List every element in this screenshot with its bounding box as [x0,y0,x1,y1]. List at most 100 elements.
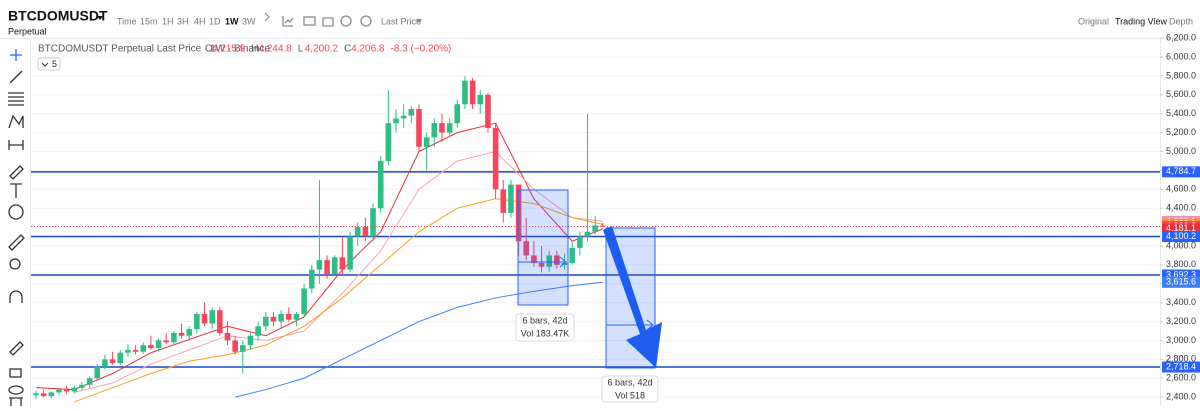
ruler-tool[interactable] [8,234,25,251]
candle-body [186,329,192,336]
measure-tool[interactable] [8,140,24,150]
y-tick-label: 3,400.0 [1166,297,1196,307]
lock-draw-tool[interactable] [9,341,24,356]
measure-bars: 6 bars, 42d [522,315,567,325]
trash-tool[interactable] [9,397,23,406]
price-label-bg [1162,269,1200,281]
candle-body [485,94,491,128]
candle-body [285,313,292,320]
candle-body [301,288,307,314]
price-type[interactable]: Last Price [381,16,421,26]
y-tick-label: 5,200.0 [1166,127,1196,137]
moving-average [74,150,603,393]
moving-average [235,281,603,398]
price-label: 4,181.1 [1166,223,1196,233]
measure-arrow [518,256,567,268]
camera-icon[interactable] [322,17,334,27]
interval[interactable]: 1D [209,16,221,26]
interval[interactable]: 1H [162,16,174,26]
y-tick-label: 6,000.0 [1166,51,1196,61]
view-tab[interactable]: Depth [1169,16,1193,26]
candle-body [347,236,353,270]
candle-body [94,366,101,379]
indicator-icon[interactable] [282,16,294,27]
symbol-dropdown[interactable] [97,16,103,20]
interval[interactable]: 3W [242,16,256,26]
price-label: 4,784.7 [1166,166,1196,176]
candle-body [546,255,553,267]
emoji-tool[interactable] [8,204,24,220]
measure-box[interactable] [517,189,569,306]
price-type-dropdown[interactable] [416,19,422,23]
symbol[interactable]: BTCDOMUSDT [8,8,108,24]
candle-body [523,241,530,256]
magnet-tool[interactable] [9,290,23,303]
interval[interactable]: 4H [194,16,206,26]
interval[interactable]: 15m [140,16,158,26]
candle-body [423,137,430,147]
measure-vol: Vol 518 [615,390,645,400]
left-toolbar [8,49,25,406]
y-tick-label: 2,400.0 [1166,391,1196,401]
candle-body [194,313,200,330]
candle-body [462,80,468,105]
candle-body [33,393,39,396]
candle-body [469,80,476,105]
candle-body [385,123,392,161]
candle-body [201,313,208,324]
candle-body [263,316,269,327]
brush-tool[interactable] [9,165,24,180]
candle-body [209,310,215,324]
add-icon[interactable] [340,15,352,27]
candle-body [515,184,522,242]
candle-body [71,387,78,392]
ohlc-value: 4,206.8 [351,44,385,55]
interval[interactable]: 1W [225,16,239,26]
candle-body [63,389,70,392]
zoom-tool[interactable] [9,258,21,270]
candle-body [446,123,453,133]
price-label: 2,718.4 [1166,361,1196,371]
moving-average [35,122,604,391]
candle-body [224,332,231,341]
candle-body [324,260,330,275]
candle-body [232,340,238,352]
view-tab[interactable]: Original [1078,16,1109,26]
candle-body [393,118,399,124]
candle-body [439,123,445,133]
projection-arrow [603,226,662,368]
add-icon[interactable] [360,15,372,27]
measure-arrow [606,319,654,331]
lock-tool[interactable] [9,368,22,378]
candle-body [308,269,315,289]
interval[interactable]: Time [117,16,137,26]
text-tool[interactable] [10,183,22,198]
layout-icon[interactable] [303,16,316,26]
y-tick-label: 4,400.0 [1166,203,1196,213]
fib-tool[interactable] [8,92,24,106]
y-tick-label: 5,800.0 [1166,70,1196,80]
candle-body [278,313,284,322]
ma-toggle[interactable] [37,57,61,71]
view-tab[interactable]: Trading View [1115,16,1168,26]
pattern-tool[interactable] [8,114,24,129]
chevron[interactable] [264,12,270,22]
y-tick-label: 5,400.0 [1166,108,1196,118]
interval[interactable]: 3H [177,16,189,26]
line-tool[interactable] [9,70,23,84]
y-tick-label: 6,200.0 [1166,33,1196,43]
crosshair-tool[interactable] [10,49,22,61]
candle-body [569,247,575,263]
candle-body [86,378,93,385]
ohlc-value: 4,200.2 [305,44,339,55]
ohlc-label: H [251,44,258,55]
change: -8.3 (−0.20%) [391,44,452,55]
ohlc-label: L [298,44,304,55]
candle-body [48,392,55,397]
candle-body [377,160,384,209]
candle-body [561,262,568,265]
eye-tool[interactable] [8,385,24,395]
ohlc-label: O [205,44,213,55]
candle-body [125,349,131,353]
